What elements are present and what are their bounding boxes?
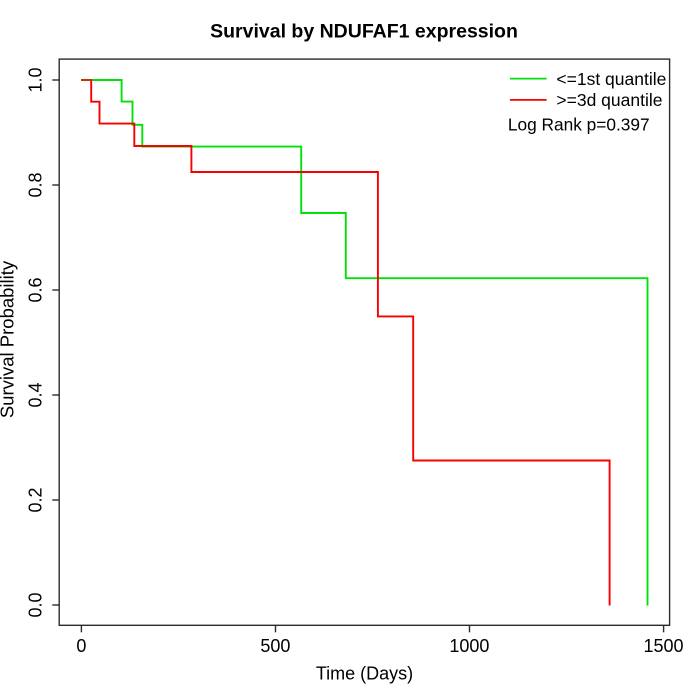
svg-text:0.6: 0.6	[26, 277, 46, 302]
svg-text:0.0: 0.0	[26, 592, 46, 617]
svg-text:>=3d quantile: >=3d quantile	[556, 90, 662, 110]
svg-text:Time (Days): Time (Days)	[316, 664, 413, 684]
svg-text:1.0: 1.0	[26, 67, 46, 92]
svg-text:500: 500	[260, 636, 290, 656]
svg-text:<=1st quantile: <=1st quantile	[556, 69, 666, 89]
svg-text:0.8: 0.8	[26, 172, 46, 197]
svg-text:Log Rank p=0.397: Log Rank p=0.397	[508, 115, 650, 135]
svg-text:0.4: 0.4	[26, 382, 46, 407]
svg-text:1000: 1000	[449, 636, 489, 656]
svg-text:Survival by NDUFAF1 expression: Survival by NDUFAF1 expression	[210, 21, 518, 43]
svg-text:0: 0	[76, 636, 86, 656]
svg-text:1500: 1500	[643, 636, 683, 656]
svg-text:Survival Probability: Survival Probability	[0, 260, 18, 418]
svg-text:0.2: 0.2	[26, 487, 46, 512]
